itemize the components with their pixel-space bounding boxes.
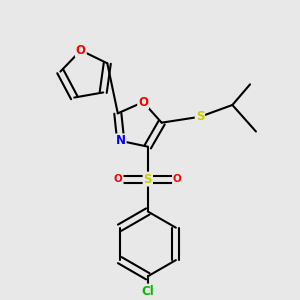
Text: S: S (196, 110, 204, 123)
Text: O: O (138, 96, 148, 109)
Text: Cl: Cl (141, 284, 154, 298)
Text: S: S (144, 172, 152, 186)
Text: O: O (114, 174, 123, 184)
Text: O: O (76, 44, 86, 57)
Text: N: N (116, 134, 126, 147)
Text: O: O (173, 174, 182, 184)
